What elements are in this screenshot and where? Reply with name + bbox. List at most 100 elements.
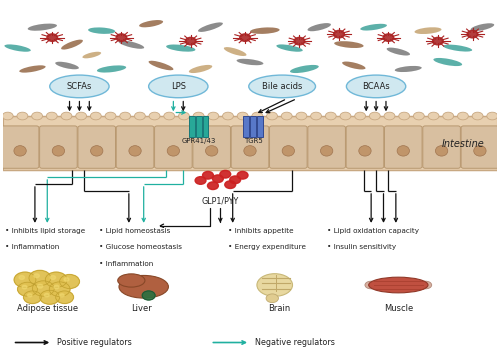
Ellipse shape <box>320 145 333 156</box>
FancyBboxPatch shape <box>346 126 384 168</box>
FancyBboxPatch shape <box>423 126 461 168</box>
Circle shape <box>432 37 443 45</box>
Ellipse shape <box>487 112 498 120</box>
Ellipse shape <box>97 65 126 73</box>
Ellipse shape <box>420 281 432 289</box>
Circle shape <box>186 37 196 45</box>
Circle shape <box>56 291 74 303</box>
Ellipse shape <box>282 112 292 120</box>
Ellipse shape <box>397 145 409 156</box>
Ellipse shape <box>394 66 421 72</box>
Ellipse shape <box>308 23 331 31</box>
Ellipse shape <box>236 59 264 65</box>
Ellipse shape <box>443 112 454 120</box>
Ellipse shape <box>346 75 406 98</box>
Ellipse shape <box>436 145 448 156</box>
Ellipse shape <box>208 112 218 120</box>
Text: • Inhibits lipid storage: • Inhibits lipid storage <box>5 228 86 234</box>
Ellipse shape <box>443 45 472 52</box>
Circle shape <box>202 171 213 179</box>
Ellipse shape <box>266 112 278 120</box>
Ellipse shape <box>61 112 72 120</box>
Text: Adipose tissue: Adipose tissue <box>16 304 78 313</box>
Circle shape <box>28 294 32 297</box>
Circle shape <box>60 294 64 297</box>
Circle shape <box>220 170 230 178</box>
Circle shape <box>60 275 80 289</box>
Circle shape <box>225 181 235 188</box>
Ellipse shape <box>252 112 263 120</box>
FancyBboxPatch shape <box>250 116 256 137</box>
Ellipse shape <box>105 112 116 120</box>
Text: GLP1/PYY: GLP1/PYY <box>202 196 239 205</box>
Circle shape <box>40 290 60 304</box>
Ellipse shape <box>386 47 410 56</box>
Circle shape <box>50 275 56 279</box>
Ellipse shape <box>119 275 168 298</box>
Ellipse shape <box>129 145 141 156</box>
Ellipse shape <box>118 274 145 287</box>
Ellipse shape <box>222 112 234 120</box>
Ellipse shape <box>359 145 371 156</box>
Circle shape <box>240 34 250 41</box>
Circle shape <box>334 30 344 38</box>
FancyBboxPatch shape <box>243 116 249 137</box>
Ellipse shape <box>178 112 190 120</box>
Bar <box>3 116 497 170</box>
Text: • Glucose homeostasis: • Glucose homeostasis <box>99 244 182 250</box>
Text: Positive regulators: Positive regulators <box>57 338 132 347</box>
Ellipse shape <box>90 112 102 120</box>
Circle shape <box>32 281 54 296</box>
Ellipse shape <box>434 58 462 66</box>
Ellipse shape <box>326 112 336 120</box>
Ellipse shape <box>472 112 483 120</box>
Text: • Inflammation: • Inflammation <box>99 261 154 267</box>
Ellipse shape <box>193 112 204 120</box>
FancyBboxPatch shape <box>461 126 498 168</box>
Ellipse shape <box>428 112 439 120</box>
Text: Muscle: Muscle <box>384 304 413 313</box>
Ellipse shape <box>206 145 218 156</box>
Ellipse shape <box>120 112 130 120</box>
Ellipse shape <box>370 112 380 120</box>
FancyBboxPatch shape <box>202 116 208 137</box>
Ellipse shape <box>52 145 64 156</box>
Circle shape <box>38 284 43 288</box>
Ellipse shape <box>290 65 319 73</box>
Circle shape <box>14 272 36 287</box>
Ellipse shape <box>244 145 256 156</box>
Ellipse shape <box>32 112 42 120</box>
Ellipse shape <box>360 24 387 30</box>
Ellipse shape <box>88 27 115 34</box>
Text: • Lipid homeostasis: • Lipid homeostasis <box>99 228 170 234</box>
Ellipse shape <box>474 145 486 156</box>
Text: LPS: LPS <box>171 82 186 91</box>
Ellipse shape <box>342 62 365 69</box>
Circle shape <box>116 34 127 41</box>
Text: • Inhibits appetite: • Inhibits appetite <box>228 228 294 234</box>
Text: TGR5: TGR5 <box>244 138 262 144</box>
Ellipse shape <box>384 112 395 120</box>
FancyBboxPatch shape <box>231 126 269 168</box>
Ellipse shape <box>398 112 409 120</box>
FancyBboxPatch shape <box>308 126 346 168</box>
Circle shape <box>64 278 69 281</box>
Ellipse shape <box>368 277 428 293</box>
Circle shape <box>22 285 27 289</box>
FancyBboxPatch shape <box>257 116 263 137</box>
Text: BCAAs: BCAAs <box>362 82 390 91</box>
FancyBboxPatch shape <box>154 126 192 168</box>
Ellipse shape <box>20 65 46 73</box>
Circle shape <box>19 275 24 279</box>
FancyBboxPatch shape <box>196 116 202 137</box>
Ellipse shape <box>224 47 246 56</box>
Circle shape <box>294 37 305 45</box>
Ellipse shape <box>296 112 307 120</box>
Ellipse shape <box>76 112 86 120</box>
FancyBboxPatch shape <box>78 126 116 168</box>
Text: • Energy expenditure: • Energy expenditure <box>228 244 306 250</box>
Text: GPR41/43: GPR41/43 <box>182 138 216 144</box>
Ellipse shape <box>310 112 322 120</box>
Ellipse shape <box>17 112 28 120</box>
Ellipse shape <box>237 112 248 120</box>
